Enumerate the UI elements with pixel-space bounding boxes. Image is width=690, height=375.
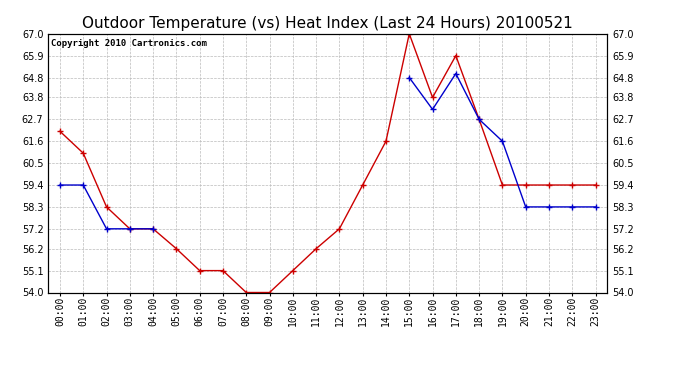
Title: Outdoor Temperature (vs) Heat Index (Last 24 Hours) 20100521: Outdoor Temperature (vs) Heat Index (Las… [82, 16, 573, 31]
Text: Copyright 2010 Cartronics.com: Copyright 2010 Cartronics.com [51, 39, 207, 48]
